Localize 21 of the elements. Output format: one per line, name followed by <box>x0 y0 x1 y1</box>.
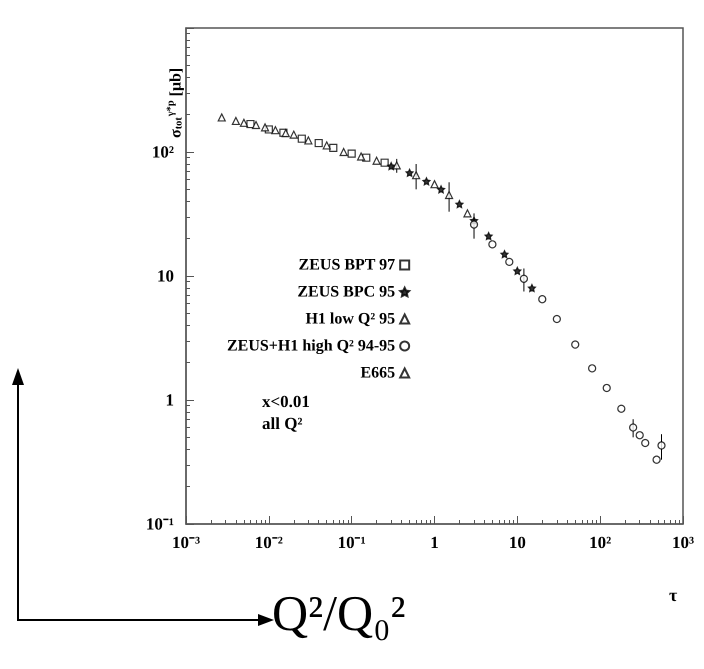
y-tick-label: 10² <box>152 142 174 162</box>
y-axis-title: σtotγ*p [μb] <box>166 68 185 138</box>
annotation: all Q² <box>262 414 303 433</box>
x-tick-label: 10⁻¹ <box>338 533 366 552</box>
x-tick-label: 10 <box>508 533 526 552</box>
y-tick-label: 10⁻¹ <box>146 514 174 534</box>
legend-label: ZEUS+H1 high Q² 94-95 <box>227 338 396 354</box>
legend-label: ZEUS BPT 97 <box>298 256 396 274</box>
legend-label: ZEUS BPC 95 <box>297 284 396 300</box>
x-tick-label: 10³ <box>672 533 694 552</box>
annotation: x<0.01 <box>262 392 310 411</box>
legend-label: E665 <box>360 364 396 382</box>
text: Q²/Q₀² <box>272 585 406 641</box>
x-tick-label: 1 <box>430 533 439 552</box>
x-tick-label: 10⁻³ <box>172 533 200 552</box>
x-tick-label: 10⁻² <box>254 533 283 552</box>
y-tick-label: 10 <box>157 266 174 286</box>
x-tick-label: 10² <box>589 533 612 552</box>
x-axis-title: τ <box>669 585 678 605</box>
legend-label: H1 low Q² 95 <box>305 310 396 328</box>
y-tick-label: 1 <box>166 390 174 410</box>
